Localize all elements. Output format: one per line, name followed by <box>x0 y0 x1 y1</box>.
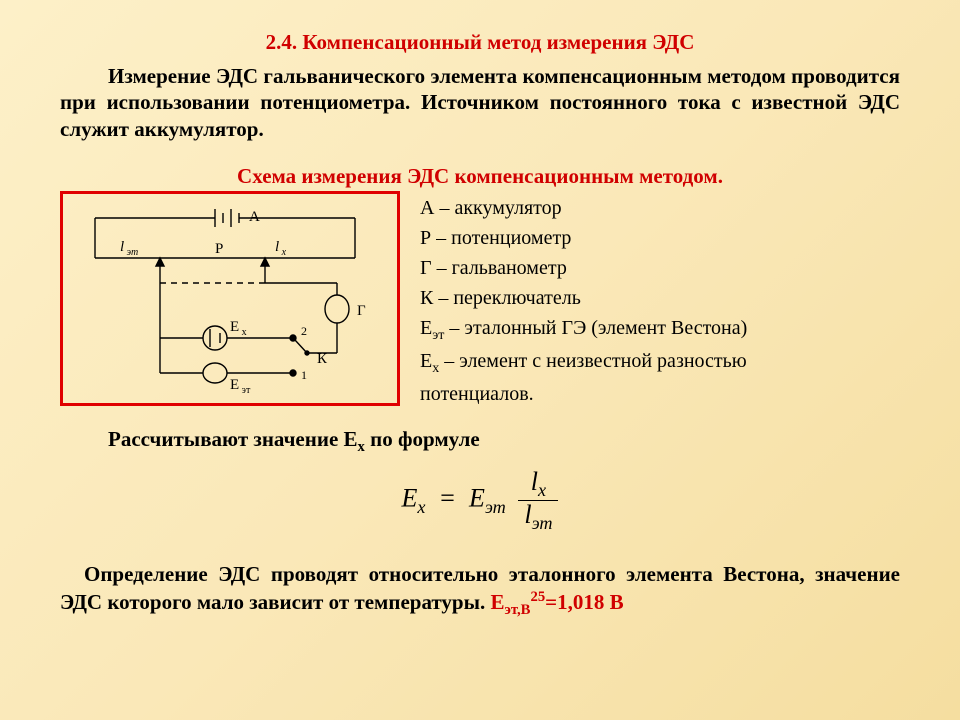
legend-ex1: Ех – элемент с неизвестной разностью <box>420 346 747 379</box>
svg-text:2: 2 <box>301 324 307 338</box>
label-G: Г <box>357 303 366 319</box>
legend-g: Г – гальванометр <box>420 253 747 283</box>
formula: Ex = Eэт lx lэт <box>60 468 900 533</box>
svg-text:l эт: l эт <box>120 239 138 258</box>
legend-ex2: потенциалов. <box>420 379 747 409</box>
concl-value: Еэт,В25=1,018 В <box>491 590 624 614</box>
section-title: 2.4. Компенсационный метод измерения ЭДС <box>60 30 900 55</box>
circuit-diagram-frame: А Р Г К l эт l x Е x Е эт 1 2 <box>60 191 400 406</box>
label-A: А <box>249 209 260 225</box>
diagram-caption: Схема измерения ЭДС компенсационным мето… <box>60 164 900 189</box>
svg-text:l x: l x <box>275 239 287 258</box>
svg-text:1: 1 <box>301 368 307 382</box>
legend-k: К – переключатель <box>420 283 747 313</box>
circuit-diagram: А Р Г К l эт l x Е x Е эт 1 2 <box>75 203 385 393</box>
svg-text:Е эт: Е эт <box>230 377 251 393</box>
label-P: Р <box>215 241 223 257</box>
conclusion: Определение ЭДС проводят относительно эт… <box>60 561 900 619</box>
intro-text: Измерение ЭДС гальванического элемента к… <box>60 64 900 141</box>
diagram-and-legend: А Р Г К l эт l x Е x Е эт 1 2 А – аккуму… <box>60 191 900 409</box>
legend-eet: Еэт – эталонный ГЭ (элемент Вестона) <box>420 313 747 346</box>
legend-p: Р – потенциометр <box>420 223 747 253</box>
legend: А – аккумулятор Р – потенциометр Г – гал… <box>420 191 747 409</box>
intro-paragraph: Измерение ЭДС гальванического элемента к… <box>60 63 900 142</box>
label-K: К <box>317 351 328 367</box>
svg-text:Е x: Е x <box>230 319 247 338</box>
concl-text: Определение ЭДС проводят относительно эт… <box>60 562 900 613</box>
calc-line: Рассчитывают значение Eх по формуле <box>108 427 900 456</box>
legend-a: А – аккумулятор <box>420 193 747 223</box>
